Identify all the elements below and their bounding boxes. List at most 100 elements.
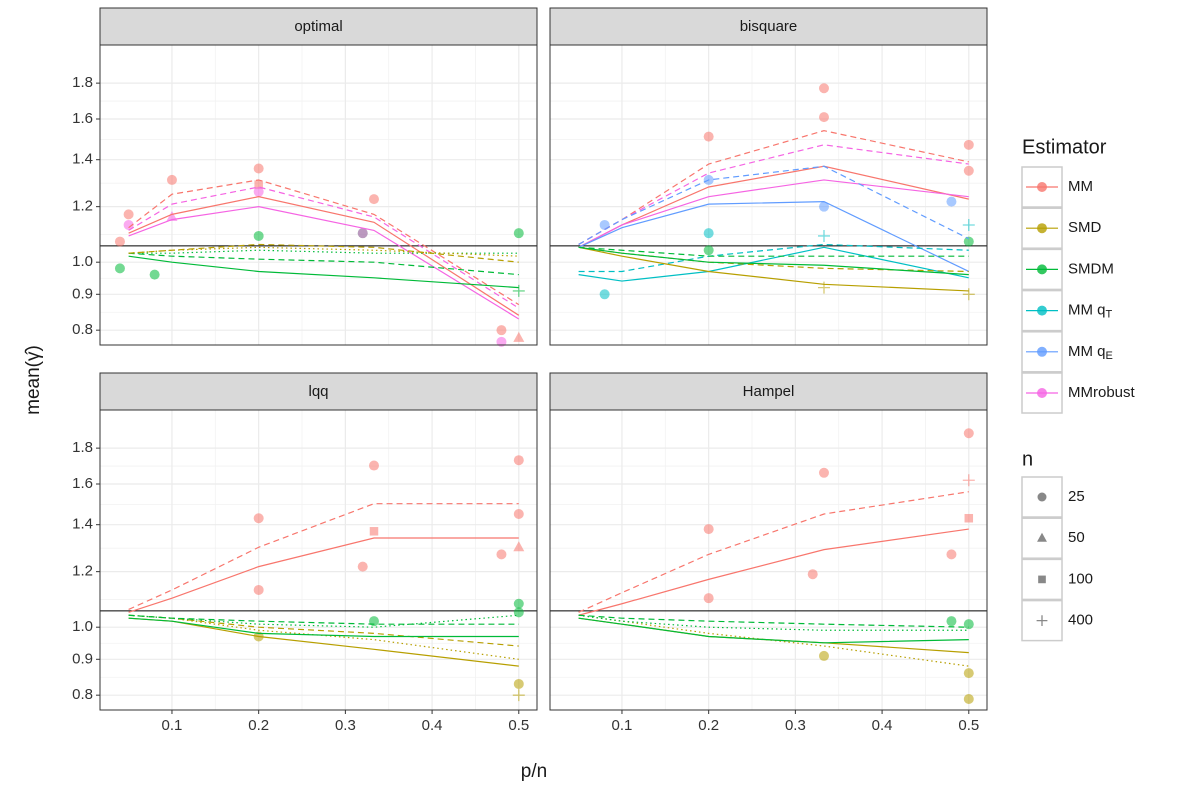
point: [703, 131, 714, 142]
series-line: [128, 246, 519, 257]
panel: [100, 410, 537, 710]
legend-label: MM: [1068, 178, 1093, 195]
y-tick-label: 1.0: [72, 253, 93, 270]
series-line: [578, 617, 969, 644]
point: [963, 428, 974, 439]
series-line: [128, 206, 520, 320]
point: [817, 229, 830, 242]
series-line: [128, 255, 519, 289]
x-tick-label: 0.4: [422, 717, 443, 734]
point: [513, 541, 525, 552]
point: [818, 201, 829, 212]
facet-strip: [549, 7, 988, 46]
point: [123, 209, 134, 220]
point: [513, 607, 524, 618]
legend-label: SMDM: [1068, 260, 1114, 277]
series-line: [128, 186, 520, 309]
series-line: [578, 491, 969, 613]
point: [114, 263, 125, 274]
y-tick-label: 1.4: [72, 516, 93, 533]
point: [962, 288, 975, 301]
series-line: [578, 246, 969, 292]
legend-label: MM qE: [1068, 343, 1113, 362]
point: [1036, 615, 1048, 626]
panel-border: [99, 44, 538, 346]
panel: [550, 45, 987, 345]
point: [807, 569, 818, 580]
series-line: [128, 537, 519, 613]
series-line: [128, 179, 520, 306]
series-line: [128, 503, 519, 610]
point: [703, 228, 714, 239]
panel: [550, 410, 987, 710]
point: [357, 228, 368, 239]
legend-key: [1021, 476, 1063, 518]
legend-title: Estimator: [1022, 136, 1107, 158]
series-line: [578, 165, 970, 245]
legend-point: [1037, 223, 1047, 234]
point: [123, 219, 134, 230]
y-tick-label: 0.9: [72, 650, 93, 667]
series-line: [128, 249, 519, 254]
legend-point: [1037, 305, 1047, 316]
point: [368, 194, 379, 205]
point: [368, 460, 379, 471]
legend-label: SMD: [1068, 219, 1102, 236]
x-tick-label: 0.1: [162, 717, 183, 734]
point: [149, 269, 160, 280]
x-tick-label: 0.2: [698, 717, 719, 734]
point: [946, 616, 957, 627]
x-tick-label: 0.4: [872, 717, 893, 734]
legend-label: MM qT: [1068, 302, 1113, 321]
legend-point: [1037, 346, 1047, 357]
series-line: [578, 528, 969, 616]
series-line: [578, 614, 969, 628]
x-tick-label: 0.5: [958, 717, 979, 734]
legend-point: [1037, 388, 1047, 398]
y-tick-label: 0.8: [72, 321, 93, 338]
point: [253, 513, 264, 524]
point: [964, 513, 974, 523]
series-line: [578, 201, 970, 273]
x-tick-label: 0.1: [612, 717, 633, 734]
y-tick-label: 1.0: [72, 618, 93, 635]
point: [963, 668, 974, 679]
facet-strip: [99, 372, 538, 411]
y-tick-label: 1.8: [72, 439, 93, 456]
y-tick-label: 1.2: [72, 563, 93, 580]
point: [1037, 492, 1047, 502]
y-tick-label: 1.8: [72, 74, 93, 91]
point: [369, 527, 379, 536]
point: [818, 650, 829, 661]
point: [512, 689, 525, 702]
point: [817, 281, 830, 294]
y-tick-label: 1.4: [72, 151, 93, 168]
series-line: [578, 179, 969, 248]
panel: [100, 45, 537, 345]
y-tick-label: 0.8: [72, 686, 93, 703]
point: [946, 549, 957, 560]
y-axis-title: mean(γ̂): [23, 345, 44, 415]
point: [962, 474, 975, 487]
legend-label: 25: [1068, 488, 1085, 505]
point: [166, 210, 178, 221]
legend-label: 400: [1068, 612, 1093, 629]
series-line: [128, 614, 519, 647]
legend-title: n: [1022, 448, 1033, 470]
point: [703, 524, 714, 535]
point: [253, 186, 264, 197]
legend-label: 50: [1068, 529, 1085, 546]
point: [513, 598, 524, 609]
point: [166, 174, 177, 185]
point: [513, 331, 525, 342]
panel-border: [549, 409, 988, 711]
facet-title: optimal: [294, 18, 342, 35]
x-tick-label: 0.5: [508, 717, 529, 734]
facet-title: lqq: [308, 383, 328, 400]
point: [818, 83, 829, 94]
point: [599, 219, 610, 230]
point: [496, 336, 507, 347]
point: [513, 509, 524, 520]
point: [963, 139, 974, 150]
x-tick-label: 0.2: [248, 717, 269, 734]
